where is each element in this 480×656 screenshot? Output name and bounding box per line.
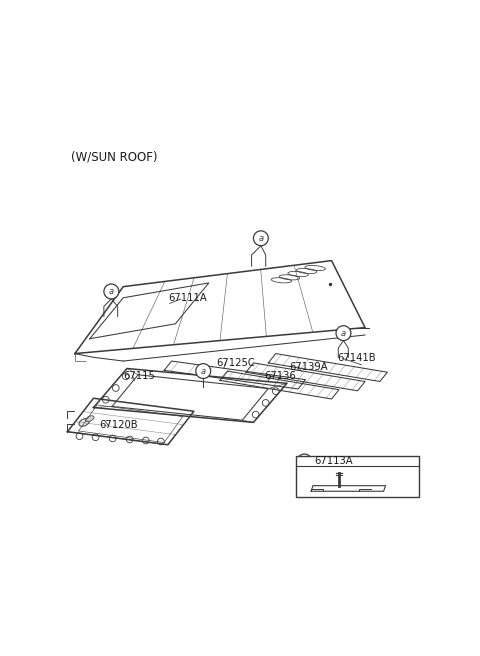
Text: a: a	[258, 234, 264, 243]
Text: 67136: 67136	[264, 371, 296, 381]
Text: a: a	[302, 457, 307, 466]
Circle shape	[157, 438, 164, 445]
Circle shape	[109, 435, 116, 441]
Circle shape	[76, 433, 83, 440]
Ellipse shape	[85, 416, 94, 422]
Ellipse shape	[79, 419, 89, 426]
Circle shape	[112, 384, 119, 392]
Text: a: a	[201, 367, 206, 376]
Text: a: a	[109, 287, 114, 296]
Circle shape	[104, 284, 119, 299]
Circle shape	[253, 231, 268, 246]
Circle shape	[336, 325, 351, 340]
Text: 67120B: 67120B	[99, 420, 138, 430]
Text: 67115: 67115	[123, 371, 155, 381]
Circle shape	[102, 396, 109, 403]
Circle shape	[143, 437, 149, 444]
Text: 67125C: 67125C	[216, 358, 255, 368]
Text: 67139A: 67139A	[289, 361, 327, 371]
FancyBboxPatch shape	[296, 456, 419, 497]
Circle shape	[196, 363, 211, 379]
Circle shape	[273, 388, 279, 394]
Circle shape	[263, 400, 269, 406]
Text: 67113A: 67113A	[314, 457, 353, 466]
Circle shape	[92, 434, 99, 441]
Circle shape	[297, 454, 312, 469]
Text: 67141B: 67141B	[337, 354, 376, 363]
Text: (W/SUN ROOF): (W/SUN ROOF)	[71, 151, 157, 164]
Text: a: a	[341, 329, 346, 338]
Circle shape	[122, 373, 129, 380]
Circle shape	[126, 436, 133, 443]
Text: 67111A: 67111A	[168, 293, 206, 303]
Circle shape	[252, 411, 259, 418]
